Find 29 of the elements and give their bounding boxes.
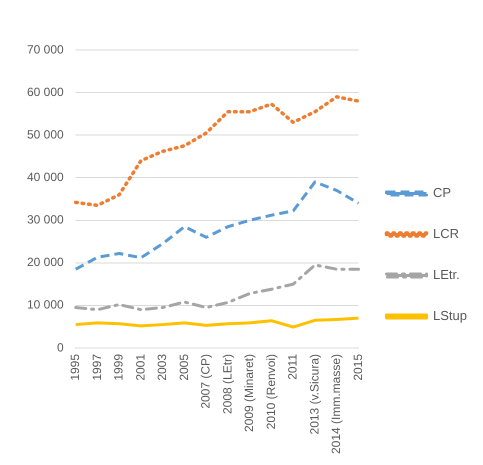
line-series <box>74 95 360 208</box>
x-tick-label: 1995 <box>68 354 82 381</box>
line-series <box>74 180 360 271</box>
x-tick-label: 2011 <box>286 354 300 380</box>
x-tick-label: 2013 (v.Sicura) <box>307 354 322 434</box>
y-tick-label: 30 000 <box>27 212 64 227</box>
y-tick-label: 40 000 <box>27 170 64 184</box>
x-tick-label: 2007 (CP) <box>198 354 213 409</box>
x-tick-label: 2003 <box>155 354 170 381</box>
x-tick-label: 2001 <box>133 354 148 381</box>
y-tick-label: 50 000 <box>27 127 64 142</box>
legend-label: LEtr. <box>433 267 460 282</box>
x-tick-label: 2008 (LEtr) <box>220 354 234 414</box>
y-tick-label: 60 000 <box>27 84 64 99</box>
x-tick-label: 2014 (Imm.masse) <box>329 354 344 454</box>
y-tick-label: 20 000 <box>27 255 64 270</box>
x-tick-label: 1997 <box>90 354 104 381</box>
x-tick-label: 2005 <box>176 354 191 381</box>
y-tick-label: 10 000 <box>27 298 64 312</box>
x-tick-label: 2009 (Minaret) <box>242 354 256 432</box>
legend-label: LStup <box>433 308 467 324</box>
x-tick-label: 2010 (Renvoi) <box>264 354 278 430</box>
legend-label: CP <box>433 185 452 200</box>
x-tick-label: 2015 <box>350 354 365 381</box>
y-tick-label: 0 <box>57 340 64 354</box>
y-tick-label: 70 000 <box>27 42 64 56</box>
x-tick-label: 1999 <box>112 354 126 381</box>
line-series <box>74 263 360 312</box>
legend-label: LCR <box>433 226 460 242</box>
